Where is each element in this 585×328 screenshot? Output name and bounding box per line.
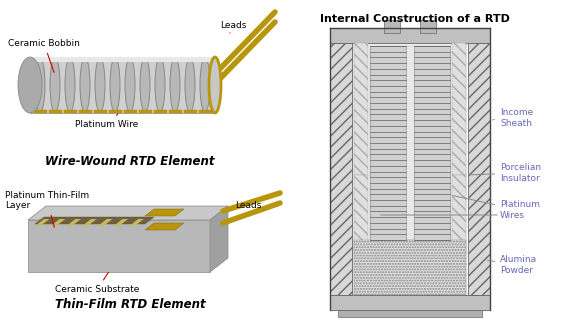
Polygon shape — [35, 217, 154, 224]
Polygon shape — [354, 175, 368, 255]
Polygon shape — [145, 223, 184, 230]
Text: Porcelian
Insulator: Porcelian Insulator — [469, 163, 541, 183]
Text: Income
Sheath: Income Sheath — [493, 108, 534, 128]
Polygon shape — [82, 219, 97, 226]
Ellipse shape — [65, 58, 75, 112]
Ellipse shape — [185, 58, 195, 112]
Text: Internal Construction of a RTD: Internal Construction of a RTD — [320, 14, 510, 24]
Ellipse shape — [80, 58, 90, 112]
Polygon shape — [28, 206, 228, 220]
Text: Leads: Leads — [220, 21, 246, 33]
Text: Thin-Film RTD Element: Thin-Film RTD Element — [54, 298, 205, 311]
Ellipse shape — [110, 58, 120, 112]
Polygon shape — [330, 295, 490, 310]
Polygon shape — [35, 219, 50, 226]
Ellipse shape — [35, 58, 45, 112]
Text: Ceramic Bobbin: Ceramic Bobbin — [8, 39, 80, 72]
Text: Platinum Wire: Platinum Wire — [75, 114, 138, 129]
Polygon shape — [370, 46, 450, 240]
Text: Platinum
Wires: Platinum Wires — [453, 195, 540, 220]
Text: Alumina
Powder: Alumina Powder — [488, 255, 537, 275]
Ellipse shape — [209, 57, 221, 113]
Polygon shape — [210, 206, 228, 272]
Polygon shape — [30, 57, 215, 113]
Polygon shape — [30, 57, 215, 62]
Text: Wire-Wound RTD Element: Wire-Wound RTD Element — [45, 155, 215, 168]
Polygon shape — [51, 219, 65, 226]
Ellipse shape — [140, 58, 150, 112]
Ellipse shape — [125, 58, 135, 112]
Polygon shape — [67, 219, 81, 226]
Polygon shape — [468, 43, 490, 295]
Ellipse shape — [50, 58, 60, 112]
Polygon shape — [414, 46, 450, 240]
Polygon shape — [384, 20, 400, 33]
Ellipse shape — [155, 58, 165, 112]
Polygon shape — [420, 20, 436, 33]
Ellipse shape — [170, 58, 180, 112]
Polygon shape — [354, 43, 368, 175]
Polygon shape — [330, 43, 352, 295]
Polygon shape — [370, 46, 406, 240]
Text: Ceramic Substrate: Ceramic Substrate — [55, 272, 139, 294]
Polygon shape — [354, 240, 466, 295]
Text: Leads: Leads — [235, 200, 261, 210]
Polygon shape — [129, 219, 144, 226]
Polygon shape — [354, 43, 466, 295]
Polygon shape — [98, 219, 112, 226]
Polygon shape — [452, 43, 466, 175]
Polygon shape — [145, 209, 184, 216]
Ellipse shape — [95, 58, 105, 112]
Polygon shape — [28, 220, 210, 272]
Text: Platinum Thin-Film
Layer: Platinum Thin-Film Layer — [5, 191, 89, 227]
Polygon shape — [330, 28, 490, 43]
Polygon shape — [113, 219, 128, 226]
Ellipse shape — [18, 57, 42, 113]
Ellipse shape — [200, 58, 210, 112]
Polygon shape — [338, 310, 482, 317]
Polygon shape — [452, 175, 466, 255]
